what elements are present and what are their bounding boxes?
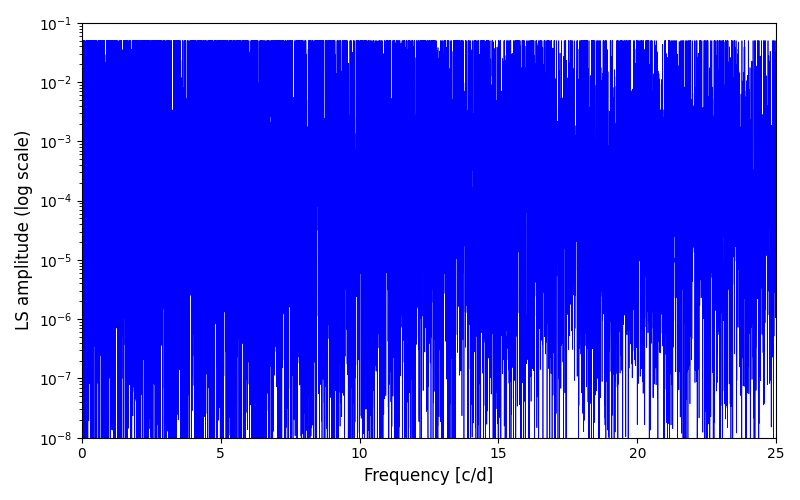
Y-axis label: LS amplitude (log scale): LS amplitude (log scale)	[15, 130, 33, 330]
X-axis label: Frequency [c/d]: Frequency [c/d]	[364, 467, 494, 485]
